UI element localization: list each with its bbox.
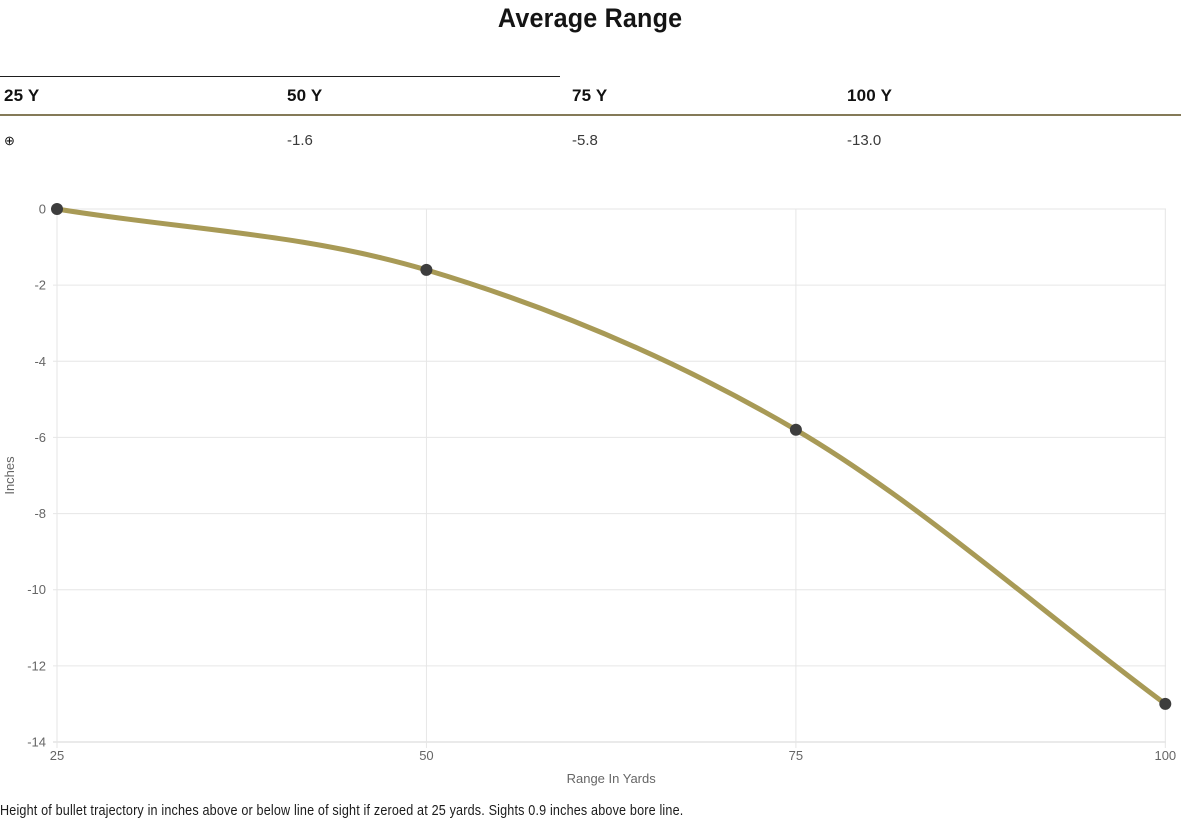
data-point-100y[interactable] xyxy=(1159,697,1172,710)
col-header-75y: 75 Y xyxy=(572,86,608,105)
cell-drop-75y: -5.8 xyxy=(572,132,598,149)
cell-drop-100y: -13.0 xyxy=(847,132,882,149)
x-tick-label: 100 xyxy=(1154,748,1176,763)
col-header-50y: 50 Y xyxy=(287,86,323,105)
crosshair-zero-icon: ⊕ xyxy=(4,133,15,148)
x-axis-title: Range In Yards xyxy=(567,771,657,786)
y-tick-label: 0 xyxy=(39,202,46,217)
cell-drop-50y: -1.6 xyxy=(287,132,313,149)
y-tick-label: -10 xyxy=(27,582,46,597)
data-point-50y[interactable] xyxy=(420,263,433,276)
data-point-25y[interactable] xyxy=(51,203,63,215)
y-tick-label: -4 xyxy=(34,354,46,369)
col-header-25y: 25 Y xyxy=(4,86,40,105)
chart-caption-text: Height of bullet trajectory in inches ab… xyxy=(0,802,684,819)
data-point-75y[interactable] xyxy=(789,423,802,436)
chart-caption: Height of bullet trajectory in inches ab… xyxy=(0,802,1181,819)
cell-drop-25y: ⊕ xyxy=(0,116,283,161)
summary-table: 25 Y 50 Y 75 Y 100 Y ⊕ -1.6 -5.8 -13.0 xyxy=(0,76,1181,161)
y-tick-label: -12 xyxy=(27,658,46,673)
x-tick-label: 50 xyxy=(419,748,433,763)
y-tick-label: -2 xyxy=(34,278,46,293)
col-header-100y: 100 Y xyxy=(847,86,893,105)
y-axis-title: Inches xyxy=(2,456,17,495)
x-tick-label: 25 xyxy=(50,748,64,763)
page-title: Average Range xyxy=(0,0,1181,34)
table-top-border xyxy=(0,76,560,77)
summary-table-value-row: ⊕ -1.6 -5.8 -13.0 xyxy=(0,116,1181,161)
y-tick-label: -8 xyxy=(34,506,46,521)
trajectory-chart: 0 -2 -4 -6 -8 -10 -12 -14 25 50 75 100 Inches Range I… xyxy=(2,202,1176,787)
trajectory-line xyxy=(54,206,1168,707)
y-tick-label: -6 xyxy=(34,430,46,445)
summary-table-header-row: 25 Y 50 Y 75 Y 100 Y xyxy=(0,76,1181,116)
x-tick-label: 75 xyxy=(789,748,803,763)
page-title-text: Average Range xyxy=(498,3,683,33)
y-tick-label: -14 xyxy=(27,735,46,750)
